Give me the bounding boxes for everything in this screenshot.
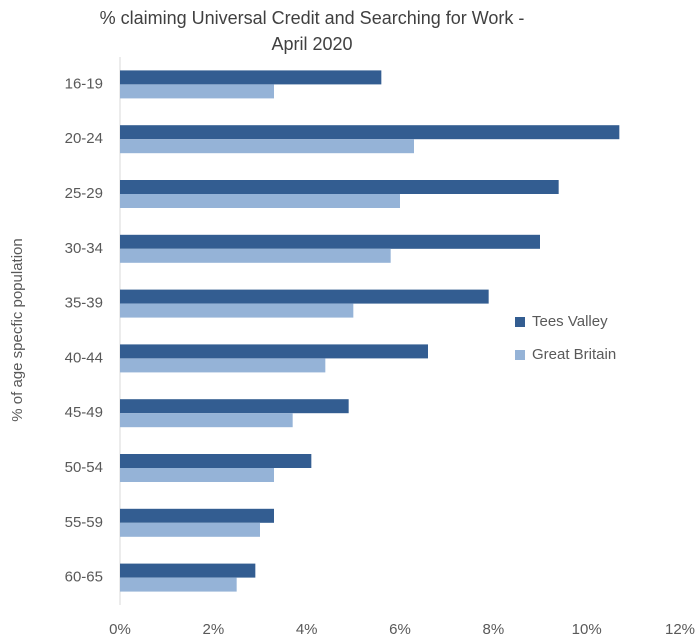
y-tick-label: 60-65	[65, 569, 103, 586]
legend-swatch	[515, 350, 525, 360]
bar	[120, 303, 354, 318]
x-tick-label: 8%	[482, 621, 504, 638]
bar	[120, 522, 260, 537]
y-tick-label: 50-54	[65, 459, 103, 476]
bar	[120, 180, 559, 194]
y-tick-label: 20-24	[65, 130, 103, 147]
x-tick-label: 0%	[109, 621, 131, 638]
legend-label: Tees Valley	[532, 313, 608, 330]
legend-label: Great Britain	[532, 346, 616, 363]
y-tick-label: 30-34	[65, 240, 103, 257]
y-tick-label: 45-49	[65, 404, 103, 421]
bar	[120, 84, 274, 99]
x-tick-label: 4%	[296, 621, 318, 638]
y-tick-label: 40-44	[65, 349, 103, 366]
y-tick-label: 35-39	[65, 295, 103, 312]
bar	[120, 70, 382, 85]
chart-title: % claiming Universal Credit and Searchin…	[100, 8, 525, 28]
x-tick-label: 6%	[389, 621, 411, 638]
bar	[120, 577, 237, 592]
bar	[120, 358, 326, 373]
y-tick-label: 25-29	[65, 185, 103, 202]
bar	[120, 344, 428, 359]
chart-title: April 2020	[271, 34, 352, 54]
bar	[120, 468, 274, 482]
bar	[120, 289, 489, 304]
legend-swatch	[515, 317, 525, 327]
bar	[120, 563, 256, 578]
x-tick-label: 10%	[572, 621, 602, 638]
bar	[120, 125, 620, 140]
y-tick-label: 55-59	[65, 514, 103, 531]
bar	[120, 139, 414, 154]
bar	[120, 234, 540, 249]
bar	[120, 399, 349, 414]
x-tick-label: 2%	[202, 621, 224, 638]
bar	[120, 248, 391, 263]
y-axis-label: % of age specfic population	[9, 238, 26, 421]
bar	[120, 454, 312, 468]
bar	[120, 413, 293, 428]
bar	[120, 508, 274, 523]
bar	[120, 194, 400, 208]
y-tick-label: 16-19	[65, 75, 103, 92]
x-tick-label: 12%	[665, 621, 695, 638]
